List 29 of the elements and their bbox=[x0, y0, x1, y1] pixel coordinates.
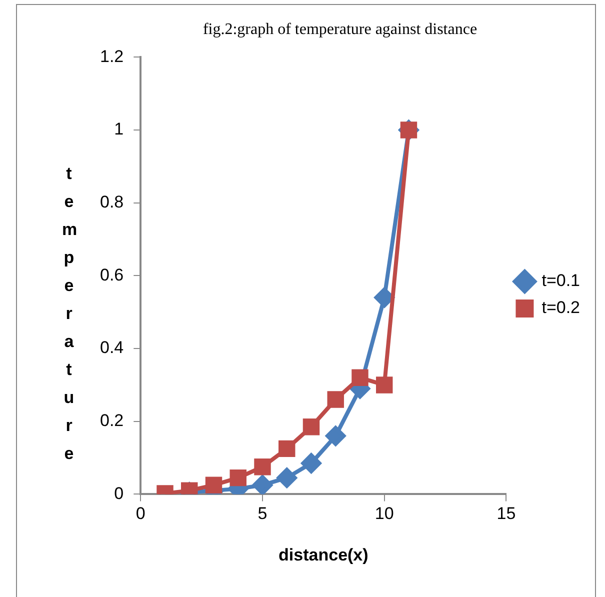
point bbox=[374, 288, 394, 308]
point bbox=[376, 376, 393, 394]
point bbox=[230, 469, 246, 486]
point bbox=[301, 453, 322, 474]
legend-label: t=0.2 bbox=[542, 298, 580, 318]
y-tick-label: 0.6 bbox=[100, 265, 124, 284]
y-tick-label: 0 bbox=[114, 484, 124, 503]
x-tick-label: 10 bbox=[374, 504, 394, 524]
y-tick-label: 1.2 bbox=[100, 46, 124, 66]
x-tick-label: 5 bbox=[258, 504, 268, 524]
y-tick-label: 1 bbox=[114, 120, 124, 139]
x-tick-label: 0 bbox=[136, 504, 146, 524]
x-tick-label: 15 bbox=[496, 504, 516, 524]
point bbox=[205, 476, 222, 494]
point bbox=[302, 418, 320, 436]
y-tick-label: 0.2 bbox=[100, 411, 124, 430]
point bbox=[276, 468, 297, 488]
point bbox=[352, 369, 368, 386]
text: temperature bbox=[62, 164, 78, 463]
y-tick-label: 0.4 bbox=[100, 338, 124, 358]
legend-label: t=0.1 bbox=[542, 271, 580, 290]
x-axis-title: distance(x) bbox=[278, 545, 368, 564]
y-tick-label: 0.8 bbox=[100, 192, 124, 212]
point bbox=[327, 391, 344, 408]
point bbox=[278, 440, 296, 458]
point bbox=[252, 475, 272, 494]
point bbox=[254, 458, 271, 476]
chart-title: fig.2:graph of temperature against distance bbox=[202, 20, 478, 38]
point bbox=[326, 426, 346, 446]
